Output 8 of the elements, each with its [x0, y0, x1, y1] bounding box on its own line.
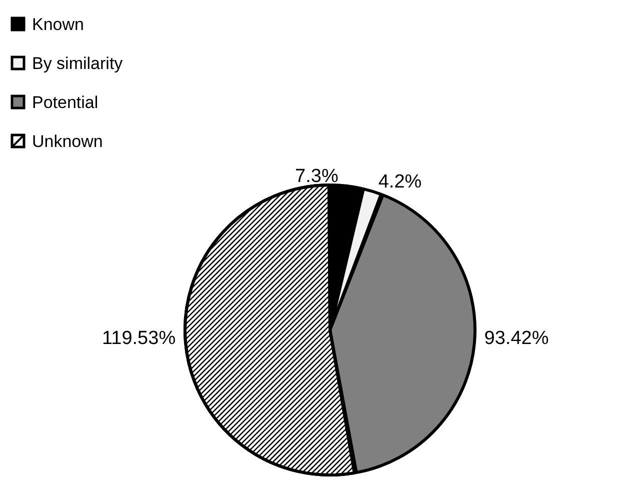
data-label: 93.42% [484, 328, 549, 350]
data-label: 7.3% [295, 166, 338, 187]
data-label: 119.53% [102, 328, 176, 349]
legend-label: Potential [32, 93, 98, 112]
legend-label: Known [32, 15, 84, 34]
data-label: 4.2% [378, 171, 422, 192]
legend-label: Unknown [32, 132, 103, 151]
legend-label: By similarity [32, 54, 124, 73]
